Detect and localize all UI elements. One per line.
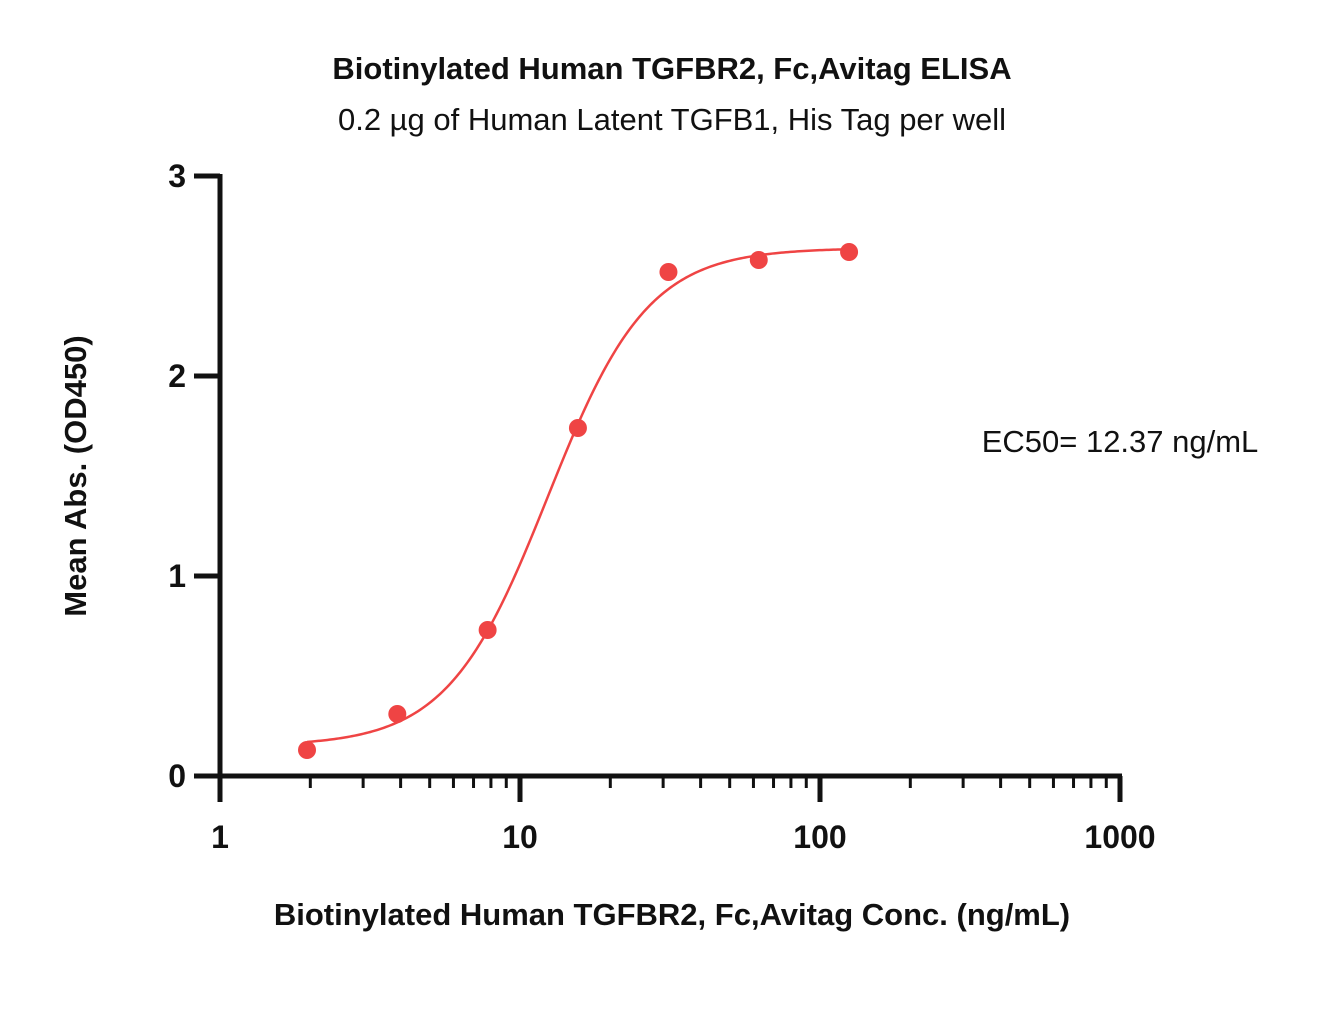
chart-subtitle: 0.2 µg of Human Latent TGFB1, His Tag pe… — [338, 102, 1006, 137]
x-tick-label: 1 — [211, 819, 229, 855]
y-tick-label: 0 — [168, 758, 186, 794]
data-point — [298, 741, 317, 759]
fit-curve-layer — [306, 247, 850, 744]
data-point — [749, 251, 768, 269]
data-point — [568, 419, 587, 437]
x-tick-label: 10 — [502, 819, 538, 855]
ec50-annotation: EC50= 12.37 ng/mL — [982, 424, 1259, 459]
data-point — [478, 621, 497, 639]
y-axis-label: Mean Abs. (OD450) — [58, 335, 93, 616]
chart-title: Biotinylated Human TGFBR2, Fc,Avitag ELI… — [332, 51, 1011, 86]
y-tick-label: 1 — [168, 558, 186, 594]
fit-curve — [306, 247, 850, 744]
y-tick-label: 2 — [168, 358, 186, 394]
data-point — [388, 705, 407, 723]
data-points-layer — [298, 243, 859, 759]
data-point — [659, 263, 678, 281]
x-axis-label: Biotinylated Human TGFBR2, Fc,Avitag Con… — [274, 897, 1070, 932]
data-point — [840, 243, 859, 261]
x-tick-label: 1000 — [1084, 819, 1155, 855]
y-tick-label: 3 — [168, 158, 186, 194]
x-tick-label: 100 — [793, 819, 846, 855]
